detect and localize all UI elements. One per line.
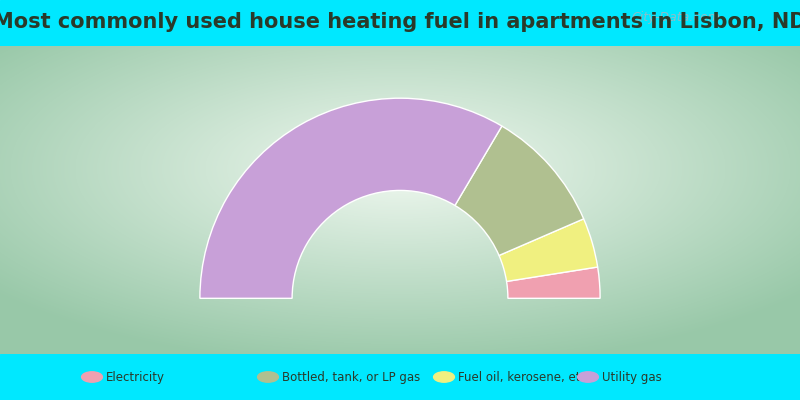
Bar (0, 0, 800, 46)
Wedge shape (499, 219, 598, 282)
Circle shape (434, 372, 454, 382)
Text: Electricity: Electricity (106, 370, 165, 384)
Circle shape (578, 372, 598, 382)
Text: Utility gas: Utility gas (602, 370, 662, 384)
Bar (0, 354, 800, 400)
Text: Most commonly used house heating fuel in apartments in Lisbon, ND: Most commonly used house heating fuel in… (0, 12, 800, 32)
Circle shape (82, 372, 102, 382)
Text: Fuel oil, kerosene, etc.: Fuel oil, kerosene, etc. (458, 370, 590, 384)
Wedge shape (200, 98, 502, 298)
Text: Bottled, tank, or LP gas: Bottled, tank, or LP gas (282, 370, 420, 384)
Wedge shape (455, 126, 584, 256)
Circle shape (258, 372, 278, 382)
Wedge shape (506, 267, 600, 298)
Text: City-Data.com: City-Data.com (631, 11, 721, 24)
